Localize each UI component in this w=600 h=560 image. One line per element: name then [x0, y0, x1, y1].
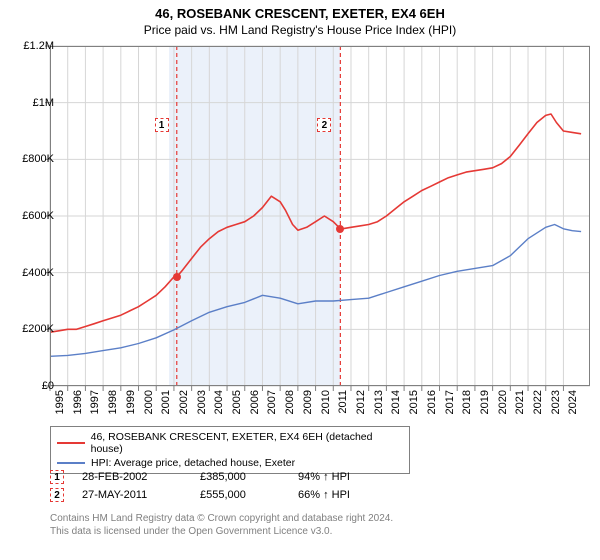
- legend-swatch: [57, 442, 85, 444]
- legend-label: 46, ROSEBANK CRESCENT, EXETER, EX4 6EH (…: [91, 431, 403, 455]
- footer-line2: This data is licensed under the Open Gov…: [50, 525, 393, 538]
- sale-dot: [173, 273, 181, 281]
- y-tick-label: £400K: [22, 267, 54, 279]
- x-tick-label: 2001: [160, 390, 172, 414]
- y-tick-label: £600K: [22, 210, 54, 222]
- transaction-marker: 2: [50, 488, 64, 502]
- y-tick-label: £1M: [33, 97, 54, 109]
- footer-attribution: Contains HM Land Registry data © Crown c…: [50, 512, 393, 538]
- x-tick-label: 2017: [444, 390, 456, 414]
- x-tick-label: 2016: [426, 390, 438, 414]
- x-tick-label: 2009: [302, 390, 314, 414]
- footer-line1: Contains HM Land Registry data © Crown c…: [50, 512, 393, 525]
- sale-dot: [336, 225, 344, 233]
- y-tick-label: £1.2M: [23, 40, 54, 52]
- transaction-price: £555,000: [200, 489, 280, 501]
- x-tick-label: 2002: [178, 390, 190, 414]
- transaction-hpi-delta: 94% ↑ HPI: [298, 471, 378, 483]
- x-tick-label: 2003: [196, 390, 208, 414]
- chart-svg: [50, 46, 590, 386]
- x-tick-label: 2018: [461, 390, 473, 414]
- y-tick-label: £200K: [22, 323, 54, 335]
- legend-item: 46, ROSEBANK CRESCENT, EXETER, EX4 6EH (…: [57, 430, 403, 456]
- x-tick-label: 2008: [284, 390, 296, 414]
- chart-subtitle: Price paid vs. HM Land Registry's House …: [0, 21, 600, 41]
- x-tick-label: 2007: [266, 390, 278, 414]
- x-tick-label: 2000: [143, 390, 155, 414]
- transaction-price: £385,000: [200, 471, 280, 483]
- x-tick-label: 2023: [550, 390, 562, 414]
- x-tick-label: 2024: [567, 390, 579, 414]
- x-tick-label: 2010: [320, 390, 332, 414]
- x-tick-label: 2022: [532, 390, 544, 414]
- transaction-hpi-delta: 66% ↑ HPI: [298, 489, 378, 501]
- y-tick-label: £800K: [22, 153, 54, 165]
- x-tick-label: 2014: [390, 390, 402, 414]
- x-tick-label: 2020: [497, 390, 509, 414]
- x-tick-label: 2005: [231, 390, 243, 414]
- plot-area: [50, 46, 590, 386]
- legend: 46, ROSEBANK CRESCENT, EXETER, EX4 6EH (…: [50, 426, 410, 474]
- x-tick-label: 1997: [89, 390, 101, 414]
- x-tick-label: 2013: [373, 390, 385, 414]
- marker-box: 2: [317, 118, 331, 132]
- x-tick-label: 2011: [337, 390, 349, 414]
- x-tick-label: 2019: [479, 390, 491, 414]
- legend-swatch: [57, 462, 85, 464]
- x-tick-label: 1995: [54, 390, 66, 414]
- x-tick-label: 2012: [355, 390, 367, 414]
- transaction-date: 28-FEB-2002: [82, 471, 182, 483]
- x-tick-label: 1999: [125, 390, 137, 414]
- chart-title: 46, ROSEBANK CRESCENT, EXETER, EX4 6EH: [0, 0, 600, 21]
- transaction-marker: 1: [50, 470, 64, 484]
- x-tick-label: 2004: [213, 390, 225, 414]
- x-tick-label: 2006: [249, 390, 261, 414]
- transaction-table: 1 28-FEB-2002 £385,000 94% ↑ HPI 2 27-MAY-201…: [50, 468, 378, 504]
- x-tick-label: 1996: [72, 390, 84, 414]
- x-tick-label: 2015: [408, 390, 420, 414]
- transaction-row: 1 28-FEB-2002 £385,000 94% ↑ HPI: [50, 468, 378, 486]
- y-tick-label: £0: [42, 380, 54, 392]
- x-tick-label: 2021: [514, 390, 526, 414]
- marker-box: 1: [155, 118, 169, 132]
- transaction-row: 2 27-MAY-2011 £555,000 66% ↑ HPI: [50, 486, 378, 504]
- transaction-date: 27-MAY-2011: [82, 489, 182, 501]
- x-tick-label: 1998: [107, 390, 119, 414]
